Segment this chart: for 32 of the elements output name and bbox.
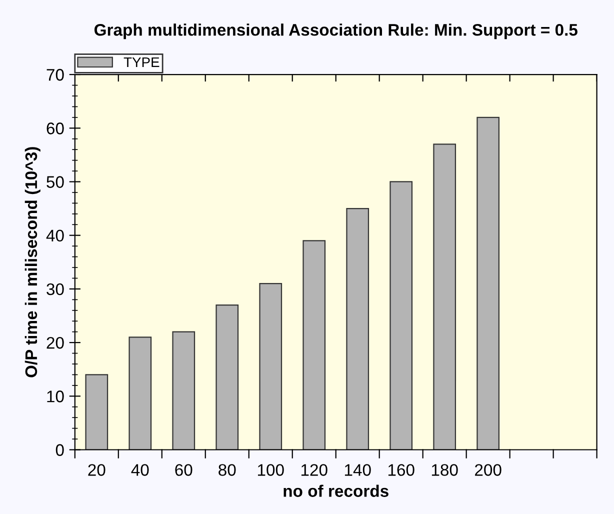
x-tick-label: 180 xyxy=(432,464,458,476)
legend-label: TYPE xyxy=(124,57,160,67)
bar xyxy=(259,283,282,450)
y-tick-label: 40 xyxy=(46,230,64,242)
y-tick-label: 10 xyxy=(47,390,64,402)
bar xyxy=(390,181,413,450)
y-tick-label: 60 xyxy=(46,122,64,134)
x-tick-label: 140 xyxy=(344,464,371,476)
bar xyxy=(128,336,152,450)
x-tick-label: 60 xyxy=(175,464,192,476)
x-tick-label: 100 xyxy=(258,464,284,476)
bar xyxy=(172,331,196,450)
x-tick-label: 20 xyxy=(88,464,106,476)
chart-title: Graph multidimensional Association Rule: Min. Support = 0.5 xyxy=(94,24,578,40)
bar xyxy=(476,116,500,450)
bar xyxy=(433,144,456,450)
y-tick-label: 0 xyxy=(56,444,64,456)
y-axis-title: O/P time in milisecond (10^3) xyxy=(24,147,40,378)
y-tick-label: 50 xyxy=(46,176,64,188)
y-tick-label: 30 xyxy=(46,283,64,296)
x-tick-label: 160 xyxy=(388,464,414,476)
x-tick-label: 40 xyxy=(131,464,149,476)
x-axis-title: no of records xyxy=(284,484,388,497)
x-tick-label: 80 xyxy=(218,464,236,476)
bar xyxy=(302,240,326,450)
bar xyxy=(216,304,239,450)
x-tick-label: 120 xyxy=(301,464,328,476)
x-tick-label: 200 xyxy=(475,464,502,476)
bar xyxy=(85,374,108,450)
y-tick-label: 20 xyxy=(46,336,64,349)
y-tick-label: 70 xyxy=(46,68,64,81)
bar xyxy=(346,208,370,450)
